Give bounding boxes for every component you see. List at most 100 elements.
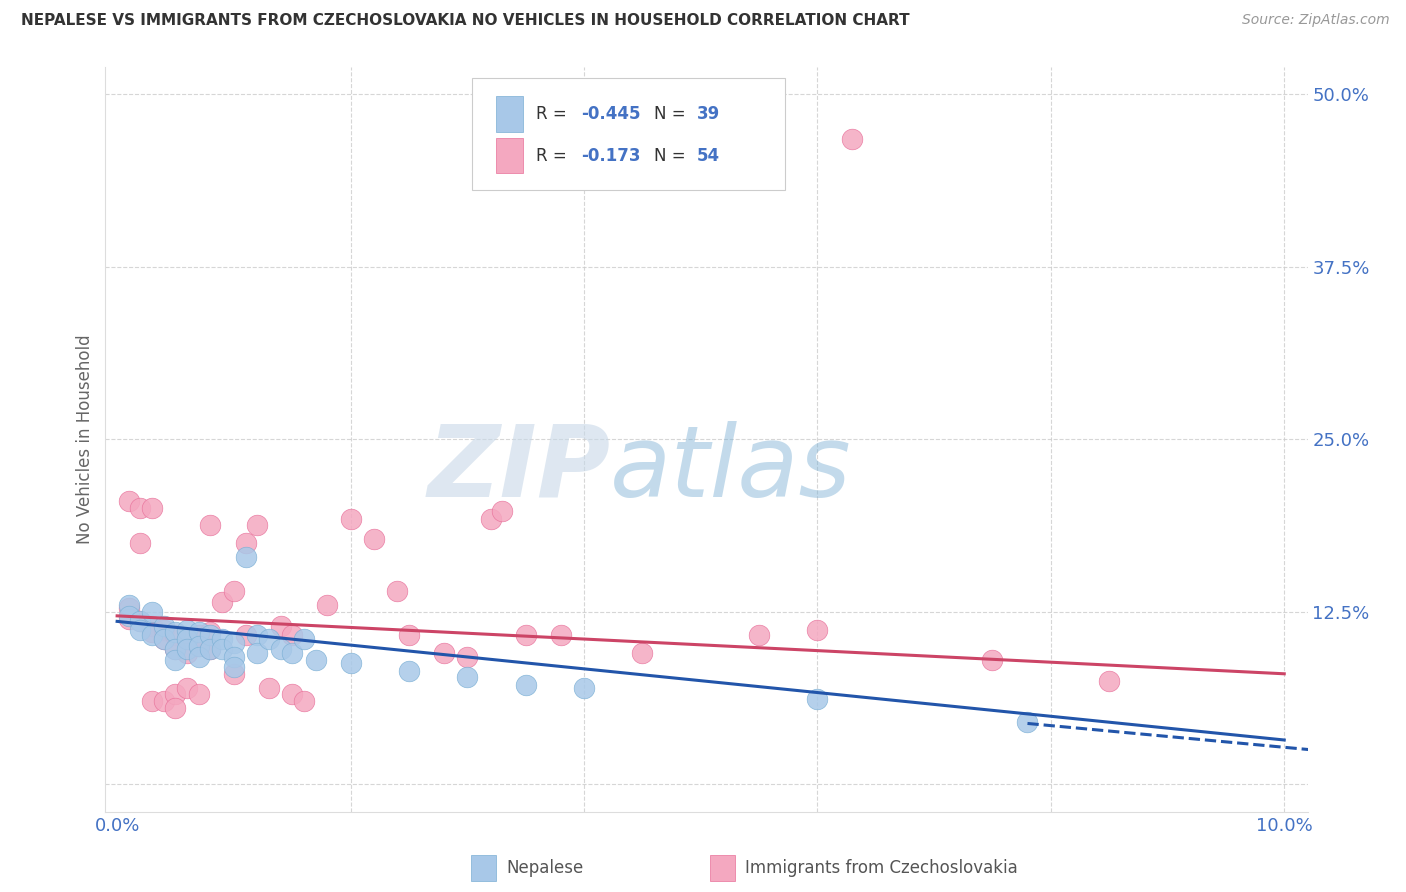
Point [129, 535, 152, 549]
Point [222, 650, 245, 665]
Point [281, 628, 304, 642]
Point [515, 628, 537, 642]
FancyBboxPatch shape [472, 78, 785, 190]
Point [153, 694, 176, 708]
Point [187, 639, 209, 653]
Point [165, 653, 187, 667]
Point [129, 615, 152, 629]
Point [222, 666, 245, 681]
Point [200, 642, 222, 657]
Point [200, 628, 222, 642]
Point [200, 642, 222, 657]
Text: R =: R = [536, 146, 572, 164]
Point [1098, 673, 1121, 688]
Point [387, 584, 409, 599]
Point [187, 628, 209, 642]
Point [187, 625, 209, 640]
Point [292, 632, 315, 647]
Text: NEPALESE VS IMMIGRANTS FROM CZECHOSLOVAKIA NO VEHICLES IN HOUSEHOLD CORRELATION : NEPALESE VS IMMIGRANTS FROM CZECHOSLOVAK… [21, 13, 910, 29]
Text: -0.173: -0.173 [582, 146, 641, 164]
Point [235, 535, 257, 549]
Point [270, 618, 292, 632]
Point [118, 600, 141, 615]
Point [222, 660, 245, 674]
Point [479, 512, 502, 526]
Point [129, 501, 152, 516]
Point [129, 615, 152, 629]
Point [200, 625, 222, 640]
Point [141, 694, 163, 708]
Point [141, 618, 163, 632]
Point [1017, 714, 1039, 729]
Point [246, 628, 269, 642]
Point [176, 646, 198, 660]
Point [176, 642, 198, 657]
Point [118, 612, 141, 626]
Point [235, 628, 257, 642]
Point [748, 628, 770, 642]
Point [806, 623, 828, 637]
Point [806, 691, 828, 706]
Point [235, 549, 257, 564]
Point [176, 632, 198, 647]
Point [456, 650, 478, 665]
Point [222, 584, 245, 599]
Point [129, 623, 152, 637]
Point [187, 639, 209, 653]
Point [304, 653, 326, 667]
Text: ZIP: ZIP [427, 421, 610, 517]
Point [153, 632, 176, 647]
Point [270, 642, 292, 657]
Point [339, 656, 361, 670]
Point [222, 636, 245, 650]
Text: -0.445: -0.445 [582, 105, 641, 123]
Point [211, 632, 233, 647]
Text: 39: 39 [697, 105, 720, 123]
Point [246, 646, 269, 660]
Point [281, 688, 304, 702]
Point [316, 598, 339, 612]
Point [515, 678, 537, 692]
Point [153, 632, 176, 647]
Text: Immigrants from Czechoslovakia: Immigrants from Czechoslovakia [745, 859, 1018, 877]
Point [176, 681, 198, 695]
Point [211, 642, 233, 657]
Point [456, 669, 478, 683]
Point [176, 623, 198, 637]
Point [165, 625, 187, 640]
Point [118, 494, 141, 508]
Point [841, 131, 863, 145]
Point [398, 664, 420, 678]
Point [141, 501, 163, 516]
FancyBboxPatch shape [496, 96, 523, 132]
FancyBboxPatch shape [496, 137, 523, 173]
Text: Nepalese: Nepalese [506, 859, 583, 877]
Point [187, 688, 209, 702]
Point [165, 628, 187, 642]
Point [165, 701, 187, 715]
Text: 54: 54 [697, 146, 720, 164]
Text: Source: ZipAtlas.com: Source: ZipAtlas.com [1241, 13, 1389, 28]
Point [211, 595, 233, 609]
Point [153, 618, 176, 632]
Point [398, 628, 420, 642]
Y-axis label: No Vehicles in Household: No Vehicles in Household [76, 334, 94, 544]
Point [141, 605, 163, 619]
Point [141, 625, 163, 640]
Point [433, 646, 456, 660]
Point [165, 642, 187, 657]
Text: atlas: atlas [610, 421, 852, 517]
Text: N =: N = [654, 146, 690, 164]
Point [187, 650, 209, 665]
Point [153, 623, 176, 637]
Point [572, 681, 595, 695]
Text: R =: R = [536, 105, 572, 123]
Point [257, 632, 280, 647]
Point [165, 688, 187, 702]
Point [176, 632, 198, 647]
Point [631, 646, 654, 660]
Point [292, 694, 315, 708]
Point [118, 608, 141, 623]
Point [141, 628, 163, 642]
Point [200, 517, 222, 532]
